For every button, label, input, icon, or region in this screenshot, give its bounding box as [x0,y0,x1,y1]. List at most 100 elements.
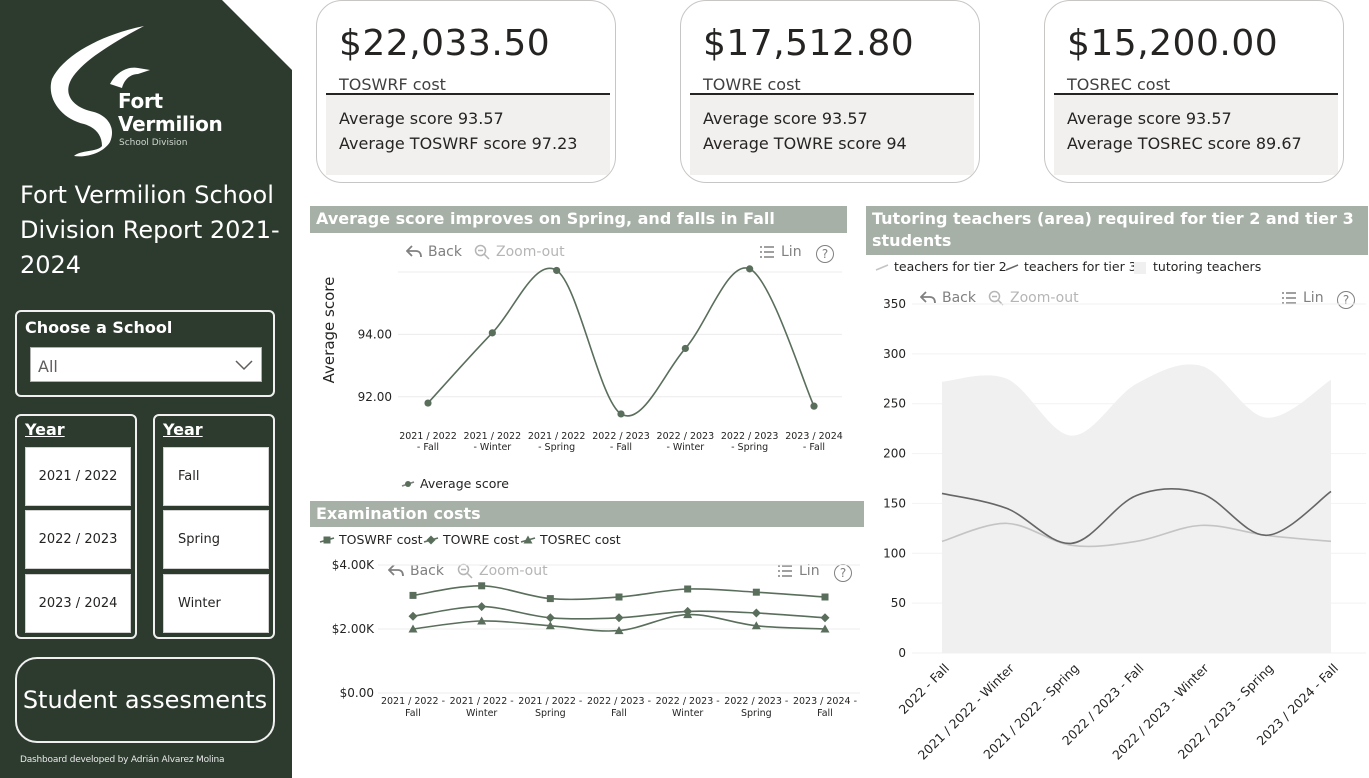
scale-toggle[interactable]: Lin [777,563,820,579]
data-point [820,624,830,633]
kpi-detail-line: Average score 93.57 [339,109,504,128]
legend-label: tutoring teachers [1153,259,1261,274]
y-tick-label: 350 [883,297,906,311]
back-arrow-icon [406,245,422,258]
legend-label: teachers for tier 2 [894,259,1007,274]
back-button[interactable]: Back [920,290,976,306]
data-point [681,344,689,353]
year-slicer-label: Year [25,420,65,439]
help-icon[interactable]: ? [816,245,834,263]
scale-toggle[interactable]: Lin [759,244,802,260]
kpi-detail-line: Average TOWRE score 94 [703,134,907,153]
zoom-out-label: Zoom-out [479,563,548,579]
x-tick-label: 2022 / 2023 - [724,696,788,707]
costs-line-chart: $0.00 $2.00K $4.00K TOSWRF cost TOWRE cost TO… [319,532,860,719]
sidebar: Fort Vermilion School Division Fort Verm… [0,0,294,778]
legend-marker [426,535,436,545]
data-point [617,410,625,418]
school-slicer: Choose a School All [15,310,275,397]
data-point [477,602,487,612]
x-tick-label: Fall [611,708,627,719]
logo-subtitle: School Division [119,138,188,148]
help-icon[interactable]: ? [1337,291,1355,309]
semester-slicer: Year Fall Spring Winter [153,414,275,639]
kpi-detail-line: Average TOSWRF score 97.23 [339,134,578,153]
back-arrow-icon [920,291,936,304]
x-tick-label: 2022 / 2023 [721,431,779,442]
zoom-out-icon [474,244,490,260]
data-point [615,593,623,601]
legend-line [1005,264,1019,271]
kpi-label: TOSWRF cost [339,75,446,94]
data-point [409,591,417,599]
x-tick-label: - Fall [417,442,439,453]
y-tick-label: 250 [883,397,906,411]
zoom-out-label: Zoom-out [496,244,565,260]
scale-toggle[interactable]: Lin [1281,290,1324,306]
scale-label: Lin [781,244,802,260]
division-logo: Fort Vermilion School Division [44,24,244,164]
y-tick-label: 300 [883,347,906,361]
legend-line [875,264,889,271]
data-point [614,626,624,635]
y-tick-label: $2.00K [332,622,375,636]
back-label: Back [942,290,976,306]
kpi-value: $15,200.00 [1067,23,1279,64]
year-option[interactable]: 2022 / 2023 [25,510,131,569]
data-point [553,266,561,275]
scale-label: Lin [799,563,820,579]
y-tick-label: 100 [883,546,906,560]
sidebar-corner-cut [222,0,294,72]
legend-swatch [1134,262,1146,274]
data-point [684,585,692,593]
year-option[interactable]: 2021 / 2022 [25,447,131,506]
x-tick-label: 2021 / 2022 - [381,696,445,707]
data-point [614,613,624,623]
year-option[interactable]: 2023 / 2024 [25,574,131,633]
data-point [752,588,760,596]
costs-chart-title: Examination costs [310,501,864,527]
list-icon [760,246,774,258]
scale-label: Lin [1303,290,1324,306]
back-arrow-icon [388,564,404,577]
x-tick-label: 2022 / 2023 [657,431,715,442]
semester-option[interactable]: Spring [163,510,269,569]
data-point [821,593,829,601]
x-tick-label: - Spring [538,442,575,453]
back-button[interactable]: Back [388,563,444,579]
semester-slicer-label: Year [163,420,203,439]
school-dropdown[interactable]: All [30,347,262,382]
kpi-label: TOWRE cost [703,75,801,94]
semester-option[interactable]: Winter [163,574,269,633]
legend-marker [523,535,533,544]
x-tick-label: 2021 / 2022 - [518,696,582,707]
kpi-divider [326,93,610,95]
data-point [408,611,418,621]
student-assessments-button[interactable]: Student assesments [15,657,275,743]
x-tick-label: Fall [405,708,421,719]
x-tick-label: 2021 / 2022 - [450,696,514,707]
year-slicer: Year 2021 / 2022 2022 / 2023 2023 / 2024 [15,414,137,639]
x-tick-label: 2021 / 2022 [528,431,586,442]
back-button[interactable]: Back [406,244,462,260]
semester-option[interactable]: Fall [163,447,269,506]
developer-credit: Dashboard developed by Adrián Alvarez Mo… [20,755,225,765]
zoom-out-label: Zoom-out [1010,290,1079,306]
data-point [683,610,693,619]
data-point [478,582,486,590]
area-tutoring-teachers [942,364,1331,653]
kpi-card-towre: $17,512.80 TOWRE cost Average score 93.5… [680,0,980,183]
kpi-value: $22,033.50 [339,23,551,64]
x-tick-label: 2023 / 2024 - [793,696,857,707]
zoom-out-button[interactable]: Zoom-out [457,563,548,579]
data-point [546,595,554,603]
zoom-out-button[interactable]: Zoom-out [988,290,1079,306]
series-line-tier-3 [941,488,1332,545]
y-tick-label: 50 [891,596,906,610]
y-tick-label: 150 [883,496,906,510]
legend-label: TOSWRF cost [338,532,423,547]
data-point [545,613,555,623]
kpi-card-toswrf: $22,033.50 TOSWRF cost Average score 93.… [316,0,616,183]
zoom-out-button[interactable]: Zoom-out [474,244,565,260]
